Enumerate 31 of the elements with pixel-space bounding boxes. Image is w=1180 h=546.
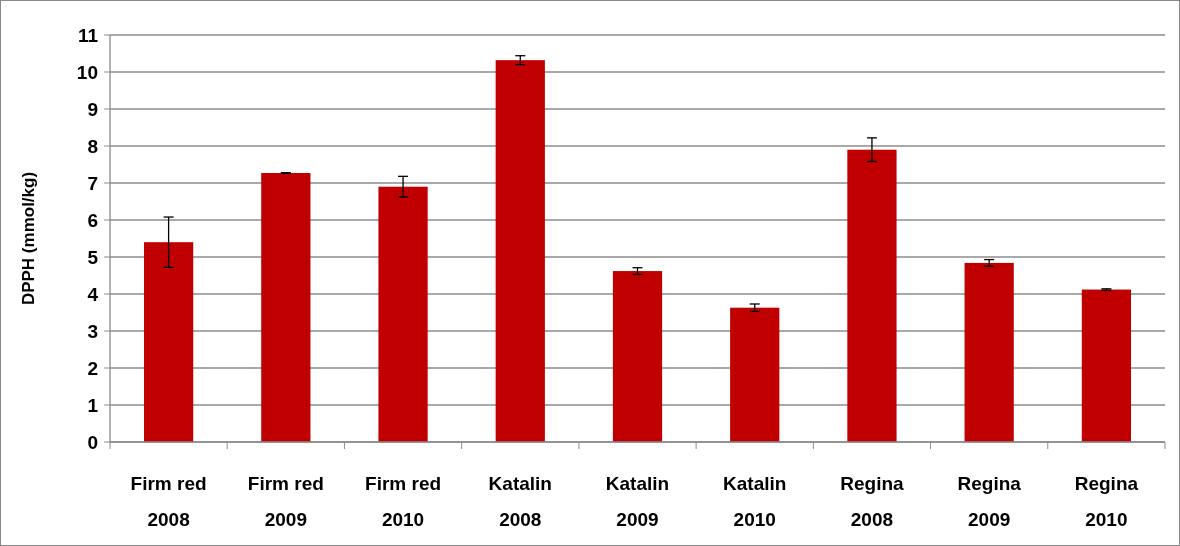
y-tick-label: 2 <box>87 357 98 379</box>
y-tick-label: 9 <box>87 98 98 120</box>
x-tick-label: Katalin 2010 <box>723 473 787 530</box>
x-tick-label: Firm red 2008 <box>130 473 207 530</box>
x-tick-label: Firm red 2009 <box>247 473 324 530</box>
y-tick-label: 4 <box>87 283 99 305</box>
x-tick-label: Regina 2009 <box>957 473 1022 530</box>
bar <box>378 186 428 442</box>
x-tick-label: Katalin 2009 <box>605 473 670 530</box>
y-tick-label: 6 <box>87 209 98 231</box>
y-tick-label: 3 <box>87 320 98 342</box>
y-tick-label: 8 <box>87 135 98 157</box>
bar <box>612 271 663 442</box>
x-tick-label: Regina 2010 <box>1074 473 1139 530</box>
x-tick-label: Regina 2008 <box>840 473 905 530</box>
bar <box>495 60 545 442</box>
y-tick-label: 5 <box>87 246 99 268</box>
bar <box>1081 289 1131 442</box>
bar <box>730 307 780 442</box>
y-tick-label: 0 <box>87 431 98 453</box>
y-tick-label: 11 <box>77 24 99 46</box>
bar <box>847 149 897 442</box>
bar <box>261 173 311 442</box>
bar <box>964 262 1014 442</box>
y-tick-label: 10 <box>76 61 98 83</box>
y-tick-label: 7 <box>87 172 98 194</box>
y-axis-title: DPPH (mmol/kg) <box>19 171 38 306</box>
x-tick-label: Katalin 2008 <box>488 473 552 530</box>
bar <box>143 242 194 442</box>
y-tick-label: 1 <box>87 394 99 416</box>
x-tick-label: Firm red 2010 <box>365 473 442 530</box>
